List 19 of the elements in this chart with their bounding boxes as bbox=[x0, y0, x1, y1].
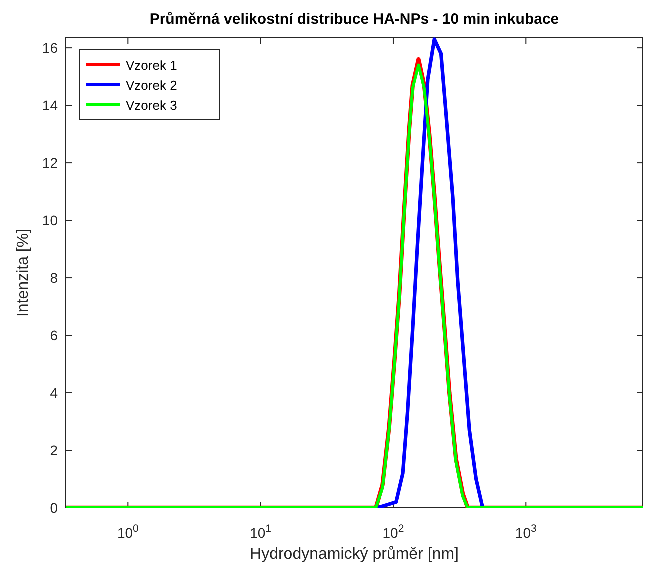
x-tick-label: 10$^{1}$ bbox=[250, 523, 272, 541]
y-tick-label: 12 bbox=[42, 155, 58, 172]
y-tick-label: 10 bbox=[42, 212, 58, 229]
y-axis-title: Intenzita [%] bbox=[15, 228, 32, 318]
y-tick-label: 16 bbox=[42, 40, 58, 56]
legend-label: Vzorek 2 bbox=[126, 78, 178, 93]
y-tick-label: 14 bbox=[42, 98, 58, 114]
legend-label: Vzorek 3 bbox=[126, 98, 178, 113]
x-axis-title: Hydrodynamický průměr [nm] bbox=[250, 546, 459, 563]
x-tick-label: 10$^{0}$ bbox=[117, 523, 140, 541]
legend-label: Vzorek 1 bbox=[126, 58, 178, 73]
x-tick-label: 10$^{3}$ bbox=[515, 523, 538, 541]
y-tick-label: 4 bbox=[50, 385, 58, 402]
y-tick-label: 0 bbox=[50, 500, 58, 516]
y-tick-label: 2 bbox=[50, 442, 58, 459]
chart-title: Průměrná velikostní distribuce HA-NPs - 10 min inkubace bbox=[150, 11, 560, 28]
y-tick-label: 6 bbox=[50, 328, 58, 344]
y-tick-label: 8 bbox=[50, 270, 58, 286]
x-tick-label: 10$^{2}$ bbox=[382, 523, 404, 541]
